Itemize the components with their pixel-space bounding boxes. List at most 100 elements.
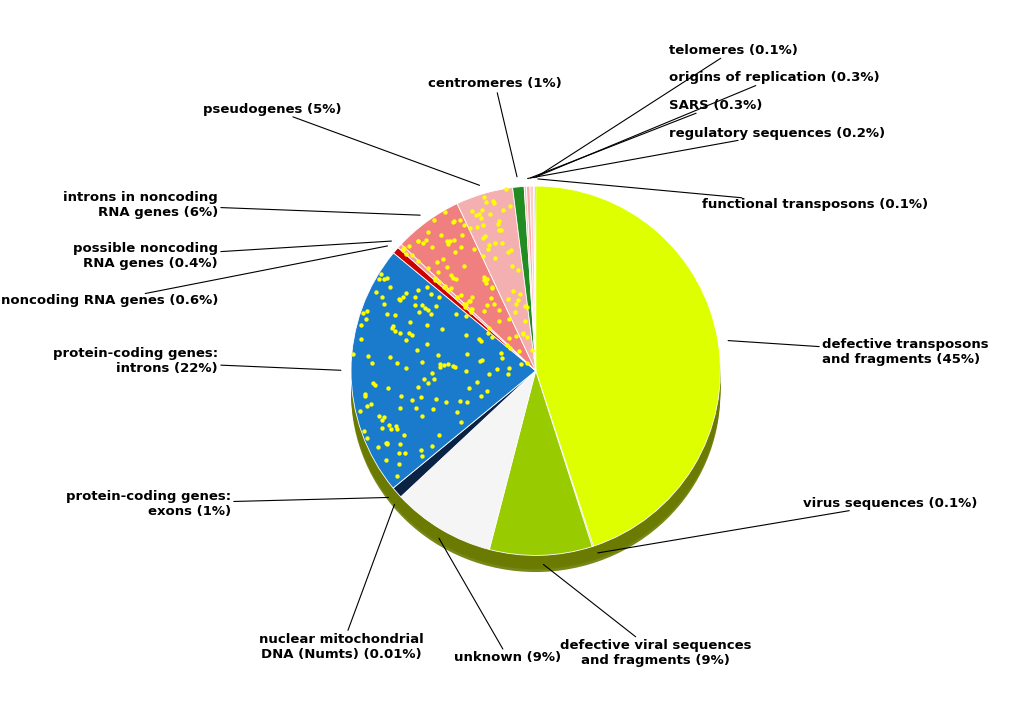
- Point: [475, 274, 491, 286]
- Point: [461, 222, 477, 234]
- Point: [436, 359, 452, 370]
- Wedge shape: [400, 371, 535, 497]
- Point: [395, 244, 411, 255]
- Point: [439, 261, 455, 273]
- Text: telomeres (0.1%): telomeres (0.1%): [536, 44, 797, 177]
- Point: [426, 373, 442, 385]
- Point: [388, 423, 404, 435]
- Point: [500, 333, 517, 344]
- Point: [366, 379, 382, 390]
- Point: [413, 410, 430, 422]
- Point: [409, 255, 426, 267]
- Text: regulatory sequences (0.2%): regulatory sequences (0.2%): [527, 127, 884, 179]
- Point: [357, 390, 373, 401]
- Point: [439, 235, 455, 247]
- Point: [398, 362, 415, 374]
- Point: [457, 298, 473, 309]
- Point: [387, 309, 403, 320]
- Point: [376, 273, 392, 285]
- Ellipse shape: [351, 194, 720, 552]
- Point: [409, 236, 426, 247]
- Point: [363, 398, 379, 409]
- Point: [490, 304, 507, 316]
- Point: [368, 286, 384, 298]
- Point: [437, 280, 453, 291]
- Point: [476, 230, 492, 241]
- Point: [375, 411, 391, 423]
- Point: [445, 215, 461, 226]
- Point: [431, 276, 447, 288]
- Point: [359, 401, 375, 412]
- Point: [478, 385, 494, 397]
- Point: [413, 299, 430, 311]
- Point: [356, 425, 372, 437]
- Point: [383, 322, 399, 334]
- Point: [477, 277, 493, 288]
- Point: [448, 407, 464, 419]
- Point: [481, 208, 497, 220]
- Point: [475, 271, 491, 283]
- Point: [470, 208, 486, 220]
- Point: [448, 273, 464, 285]
- Point: [456, 219, 472, 231]
- Point: [476, 305, 492, 317]
- Point: [419, 320, 435, 331]
- Point: [480, 369, 496, 380]
- Text: functional transposons (0.1%): functional transposons (0.1%): [537, 179, 927, 211]
- Point: [353, 320, 369, 331]
- Point: [447, 247, 463, 258]
- Point: [448, 291, 464, 303]
- Point: [493, 236, 510, 248]
- Point: [407, 403, 424, 414]
- Point: [394, 291, 410, 302]
- Point: [471, 355, 487, 367]
- Point: [485, 298, 501, 309]
- Point: [460, 382, 476, 393]
- Point: [480, 239, 496, 250]
- Point: [479, 328, 495, 339]
- Point: [465, 244, 481, 255]
- Point: [469, 221, 485, 233]
- Point: [406, 291, 423, 303]
- Point: [463, 205, 479, 217]
- Point: [511, 346, 527, 357]
- Point: [489, 218, 506, 230]
- Point: [503, 260, 520, 271]
- Point: [404, 249, 421, 261]
- Point: [420, 226, 436, 238]
- Point: [438, 396, 454, 408]
- Point: [381, 351, 397, 362]
- Wedge shape: [457, 187, 535, 371]
- Point: [373, 268, 389, 279]
- Point: [413, 450, 430, 462]
- Point: [351, 405, 367, 416]
- Point: [483, 331, 499, 343]
- Point: [378, 308, 394, 320]
- Point: [431, 429, 447, 441]
- Point: [456, 260, 472, 272]
- Text: possible noncoding
RNA genes (0.4%): possible noncoding RNA genes (0.4%): [73, 241, 391, 270]
- Point: [381, 281, 397, 293]
- Point: [452, 416, 468, 428]
- Point: [499, 369, 516, 380]
- Point: [474, 250, 490, 262]
- Point: [380, 419, 396, 431]
- Wedge shape: [489, 371, 591, 555]
- Point: [430, 291, 446, 303]
- Point: [485, 197, 501, 209]
- Text: origins of replication (0.3%): origins of replication (0.3%): [534, 72, 879, 178]
- Point: [447, 309, 463, 320]
- Point: [344, 348, 360, 360]
- Point: [417, 302, 433, 314]
- Point: [447, 362, 463, 373]
- Point: [390, 447, 406, 458]
- Point: [435, 254, 451, 265]
- Wedge shape: [513, 187, 535, 371]
- Point: [356, 388, 372, 400]
- Point: [397, 287, 413, 299]
- Point: [432, 362, 448, 373]
- Point: [518, 301, 534, 313]
- Wedge shape: [533, 186, 535, 371]
- Point: [423, 308, 439, 320]
- Point: [462, 304, 478, 315]
